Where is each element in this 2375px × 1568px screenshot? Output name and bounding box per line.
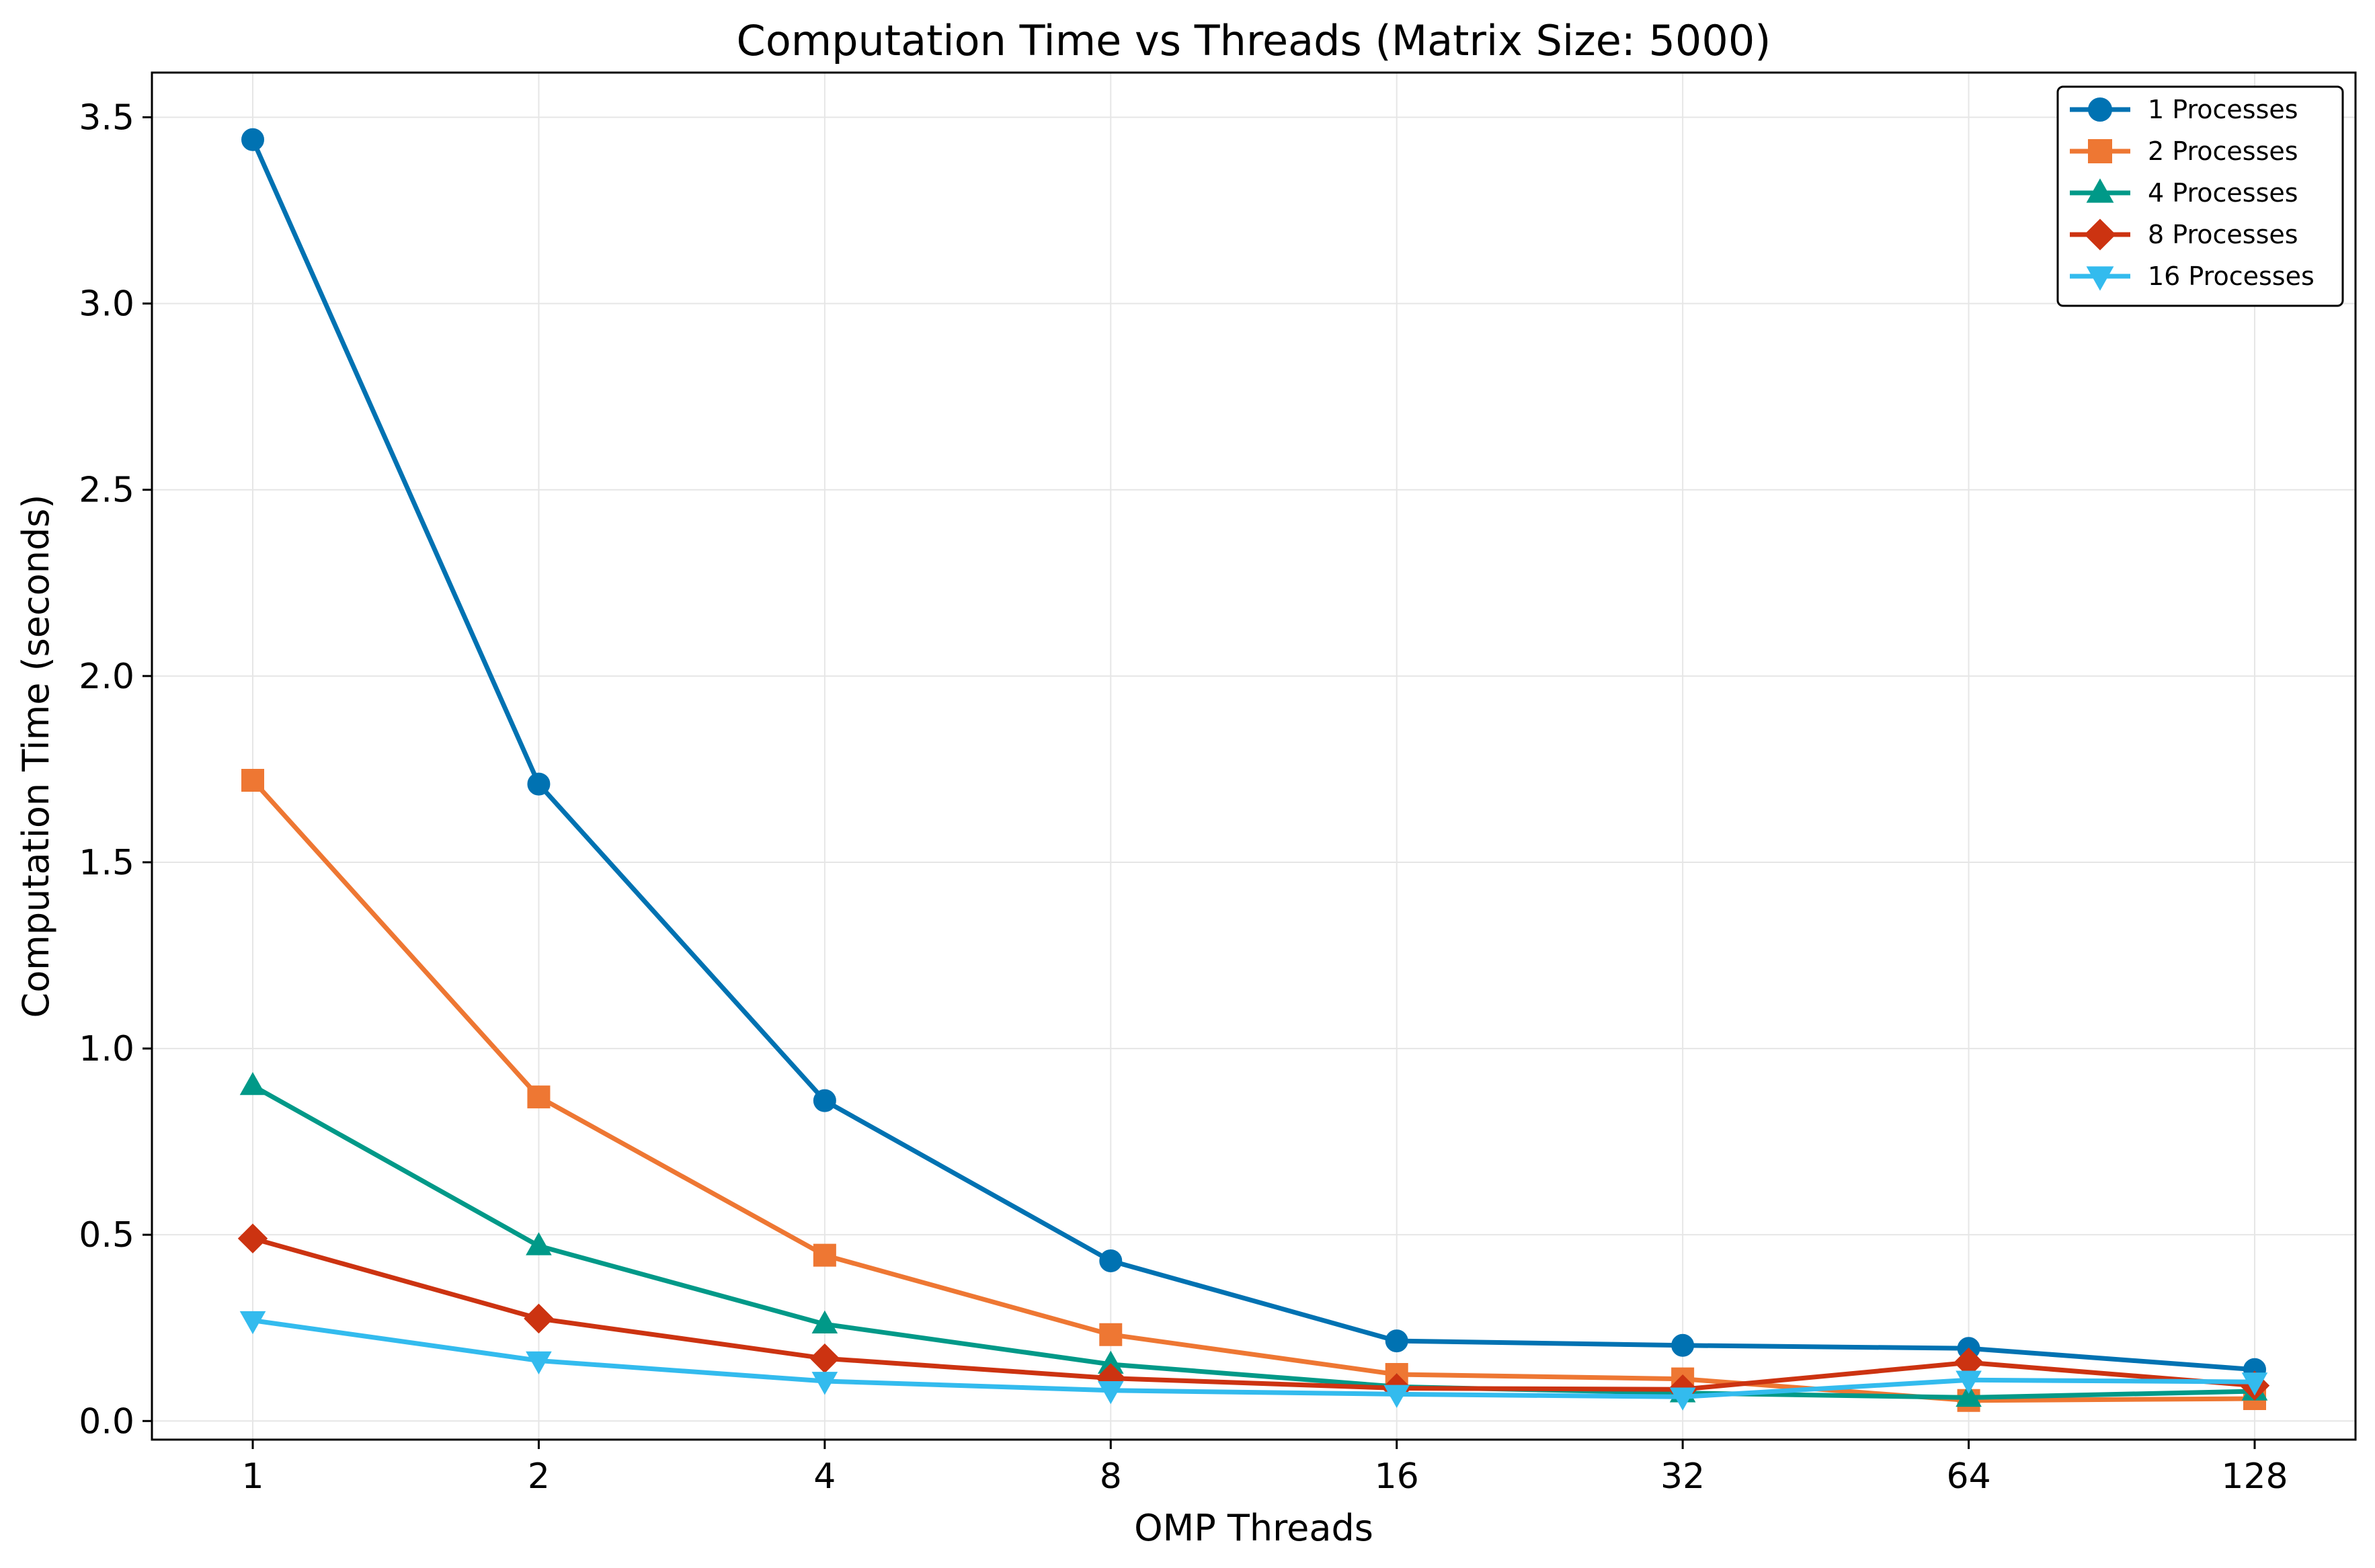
y-tick-label: 0.0 (79, 1401, 134, 1442)
legend-box (2056, 85, 2344, 307)
legend-marker (2088, 97, 2112, 122)
x-tick-label: 32 (1660, 1456, 1705, 1497)
data-point (241, 128, 264, 151)
plot-frame (151, 71, 2357, 1441)
data-point (2241, 1372, 2268, 1396)
data-point (239, 1072, 266, 1096)
y-tick-label: 2.0 (79, 657, 134, 697)
series-line (252, 1318, 2255, 1399)
series-line (251, 1083, 2255, 1400)
data-point (526, 1232, 552, 1255)
x-tick-label: 8 (1100, 1456, 1122, 1497)
x-tick-label: 4 (813, 1456, 836, 1497)
x-tick-label: 64 (1946, 1456, 1990, 1497)
series-line (250, 138, 2255, 1372)
legend-label: 1 Processes (2148, 95, 2298, 124)
data-point (527, 1085, 551, 1109)
legend: 1 Processes 2 Processes 4 Processes 8 Proce… (2056, 85, 2344, 307)
x-tick-label: 1 (241, 1456, 264, 1497)
legend-marker (2086, 266, 2114, 291)
legend-label: 4 Processes (2148, 178, 2298, 208)
data-point (524, 1303, 554, 1334)
legend-item: 2 Processes (2070, 136, 2298, 166)
legend-label: 2 Processes (2148, 136, 2298, 166)
x-tick-label: 2 (528, 1456, 550, 1497)
y-tick-label: 3.0 (79, 284, 134, 325)
chart-title: Computation Time vs Threads (Matrix Size… (737, 16, 1771, 65)
data-point (241, 769, 264, 792)
data-point (1099, 1323, 1123, 1346)
data-point (1097, 1381, 1124, 1405)
data-point (526, 1351, 552, 1374)
data-point (811, 1310, 838, 1333)
data-point (813, 1243, 836, 1267)
series-1 (241, 128, 2266, 1381)
data-point (1956, 1383, 1982, 1407)
data-point (813, 1089, 836, 1112)
legend-item: 4 Processes (2070, 178, 2298, 208)
legend-item: 8 Processes (2070, 218, 2298, 251)
legend-marker (2088, 139, 2112, 163)
series-line (252, 1236, 2255, 1392)
y-tick-label: 1.0 (79, 1029, 134, 1069)
y-tick-label: 2.5 (79, 470, 134, 511)
y-axis-label: Computation Time (seconds) (15, 495, 57, 1018)
legend-label: 8 Processes (2148, 220, 2298, 249)
data-point (1385, 1329, 1408, 1353)
data-point (1669, 1387, 1696, 1411)
x-tick-label: 16 (1375, 1456, 1419, 1497)
series-5 (239, 1311, 2268, 1411)
legend-marker (2086, 178, 2114, 203)
y-tick-label: 3.5 (79, 98, 134, 138)
data-point (527, 772, 551, 796)
data-point (1383, 1385, 1410, 1408)
x-axis-label: OMP Threads (1134, 1507, 1373, 1549)
y-tick-label: 0.5 (79, 1215, 134, 1255)
data-point (811, 1372, 838, 1395)
legend-label: 16 Processes (2148, 261, 2314, 291)
y-tick-label: 1.5 (79, 843, 134, 883)
legend-marker (2084, 218, 2116, 251)
series-layer (237, 128, 2270, 1412)
axis-ticks: 1 2 4 8 16 32 64 128 0.0 0.5 1.0 1.5 2.0 2.5 3.0 3.5 (79, 98, 2288, 1497)
legend-item: 1 Processes (2070, 95, 2298, 124)
data-point (239, 1311, 266, 1335)
x-tick-label: 128 (2221, 1456, 2288, 1497)
data-point (1099, 1249, 1123, 1272)
data-point (237, 1223, 268, 1253)
data-point (1956, 1370, 1982, 1394)
data-point (1671, 1333, 1695, 1357)
legend-item: 16 Processes (2070, 261, 2314, 291)
